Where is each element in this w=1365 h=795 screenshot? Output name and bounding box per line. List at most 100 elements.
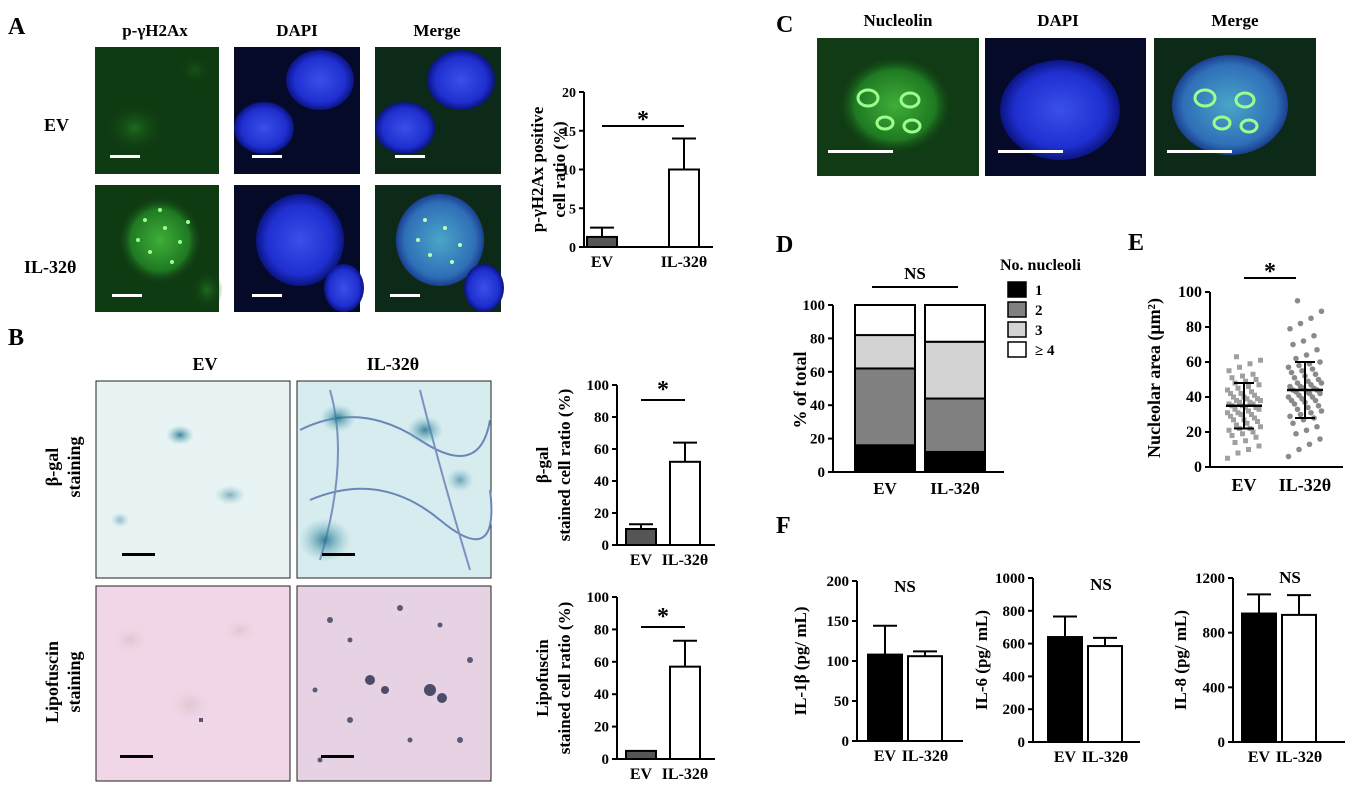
E_scatter-point-1-1	[1296, 446, 1302, 453]
E_scatter-point-0-51	[1243, 378, 1248, 384]
E_scatter-point-0-27	[1232, 406, 1238, 412]
B_lipofuscin-y-tick-label-2: 40	[594, 687, 609, 703]
E_scatter-point-1-45	[1309, 366, 1316, 372]
panel-b-row-1-line-1: β-gal	[42, 448, 62, 486]
E_scatter-point-0-9	[1250, 429, 1256, 435]
B_beta_gal-significance-star: *	[657, 377, 669, 403]
E_scatter-point-1-52	[1314, 346, 1320, 353]
micrograph-a-ev-dapi	[234, 47, 360, 174]
E_scatter-y-tick-label-0: 0	[1194, 459, 1202, 476]
A_bar-y-tick-label-1: 5	[569, 202, 576, 217]
E_scatter-point-1-47	[1296, 362, 1302, 369]
A_bar-bar-0	[586, 235, 618, 249]
E_scatter-point-1-11	[1297, 411, 1304, 418]
D_stacked-y-tick-label-0: 0	[818, 465, 826, 481]
panel-a-col-3: Merge	[413, 21, 461, 40]
D_stacked-y-tick-label-1: 20	[810, 432, 825, 448]
E_scatter-point-1-43	[1288, 369, 1295, 376]
A_bar-y-tick-label-0: 0	[569, 241, 576, 256]
D_stacked-y-tick-label-5: 100	[803, 298, 826, 314]
B_beta_gal-y-tick-label-4: 80	[594, 410, 609, 426]
E_scatter-point-0-42	[1252, 392, 1257, 398]
E_scatter-point-0-23	[1225, 410, 1230, 416]
E_scatter-point-0-57	[1237, 364, 1242, 370]
D_stacked-legend-label-0: 1	[1035, 283, 1043, 299]
micrograph-b-ev-betagal	[95, 380, 291, 579]
E_scatter-point-0-21	[1238, 412, 1244, 417]
B_beta_gal-x-label-0: EV	[630, 552, 653, 569]
E_scatter-point-1-42	[1312, 371, 1319, 378]
E_scatter-point-0-52	[1253, 377, 1259, 382]
E_scatter-point-1-10	[1287, 413, 1293, 420]
F_IL1b-y-tick-label-2: 100	[827, 654, 850, 670]
E_scatter-point-0-4	[1232, 440, 1238, 445]
E_scatter-point-0-2	[1246, 447, 1251, 452]
panel-a-row-il32: IL-32θ	[24, 257, 76, 277]
micrograph-a-il32-merge	[375, 185, 504, 312]
panel-a-col-2: DAPI	[276, 21, 318, 40]
F_IL6-y-label-group: IL-6 (pg/ mL)	[972, 610, 991, 710]
panel-letter-c: C	[776, 12, 793, 38]
D_stacked-segment-0-0	[854, 444, 916, 473]
B_beta_gal-x-label-1: IL-32θ	[662, 552, 709, 569]
panel-letter-d: D	[776, 232, 793, 258]
E_scatter-point-0-35	[1247, 399, 1253, 405]
E_scatter-x-label-0: EV	[1231, 475, 1256, 495]
B_beta_gal-y-tick-label-5: 100	[587, 378, 610, 394]
B_lipofuscin-bar-1	[669, 665, 701, 760]
E_scatter-point-1-15	[1305, 404, 1311, 411]
E_scatter-point-0-17	[1231, 417, 1236, 423]
A_bar-y-label-group: p-γH2Ax positive cell ratio (%)	[528, 106, 569, 232]
F_IL8-bar-0	[1241, 612, 1277, 743]
E_scatter-point-0-16	[1255, 419, 1260, 424]
B_beta_gal-y-tick-label-3: 60	[594, 442, 609, 458]
E_scatter-point-1-40	[1291, 374, 1298, 381]
E_scatter-y-label-group: Nucleolar area (μm²)	[1144, 298, 1165, 458]
E_scatter-point-1-14	[1294, 406, 1301, 413]
F_IL1b-y-tick-label-3: 150	[827, 614, 850, 630]
D_stacked-segment-0-3	[854, 304, 916, 337]
B_lipofuscin-bar-0	[625, 749, 657, 761]
F_IL6-x-label-1: IL-32θ	[1082, 749, 1129, 766]
F_IL8-y-tick-label-2: 800	[1203, 626, 1226, 642]
B_beta_gal-y-label-1: stained cell ratio (%)	[555, 389, 574, 542]
E_scatter-point-0-59	[1258, 357, 1263, 363]
D_stacked-segment-1-1	[924, 397, 986, 453]
panel-letter-b: B	[8, 325, 24, 351]
E_scatter-point-0-33	[1226, 401, 1232, 407]
F_IL8-y-tick-label-3: 1200	[1195, 571, 1225, 587]
B_beta_gal-y-tick-label-1: 20	[594, 506, 609, 522]
D_stacked-y-label: % of total	[790, 352, 810, 429]
B_lipofuscin-x-label-0: EV	[630, 766, 653, 783]
E_scatter-point-1-56	[1287, 325, 1293, 332]
D_stacked-x-label-0: EV	[873, 479, 897, 498]
A_bar-x-label-1: IL-32θ	[661, 254, 708, 271]
B_beta_gal-y-label-0: β-gal	[533, 447, 552, 484]
micrograph-a-il32-pgh2ax	[95, 185, 223, 312]
E_scatter-point-0-1	[1235, 450, 1241, 456]
E_scatter-point-0-46	[1225, 387, 1230, 393]
panel-b-row-2-line-1: Lipofuscin	[42, 641, 62, 723]
panel-c-col-1: Nucleolin	[864, 11, 933, 30]
E_scatter-point-1-46	[1285, 364, 1292, 371]
A_bar-y-label-0: p-γH2Ax positive	[528, 106, 547, 232]
E_scatter-point-1-23	[1285, 394, 1292, 400]
F_IL1b-y-tick-label-0: 0	[842, 734, 850, 750]
E_scatter-point-0-25	[1246, 408, 1251, 414]
E_scatter-point-1-59	[1318, 308, 1325, 315]
E_scatter-point-1-58	[1308, 315, 1314, 322]
micrograph-b-ev-lipofuscin	[95, 585, 291, 782]
D_stacked-segment-1-3	[924, 304, 986, 343]
micrograph-a-il32-dapi	[234, 185, 364, 312]
F_IL6-y-tick-label-0: 0	[1018, 735, 1026, 751]
F_IL8-bar-1	[1281, 613, 1317, 744]
E_scatter-point-1-44	[1299, 367, 1305, 374]
F_IL1b-bar-1	[907, 655, 943, 743]
F_IL1b-ns-label: NS	[894, 577, 916, 596]
E_scatter-point-1-54	[1300, 338, 1307, 344]
E_scatter-point-0-45	[1249, 389, 1254, 395]
micrograph-c-nucleolin	[817, 38, 979, 176]
D_stacked-segment-1-2	[924, 340, 986, 400]
panel-a-col-1: p-γH2Ax	[122, 21, 188, 40]
